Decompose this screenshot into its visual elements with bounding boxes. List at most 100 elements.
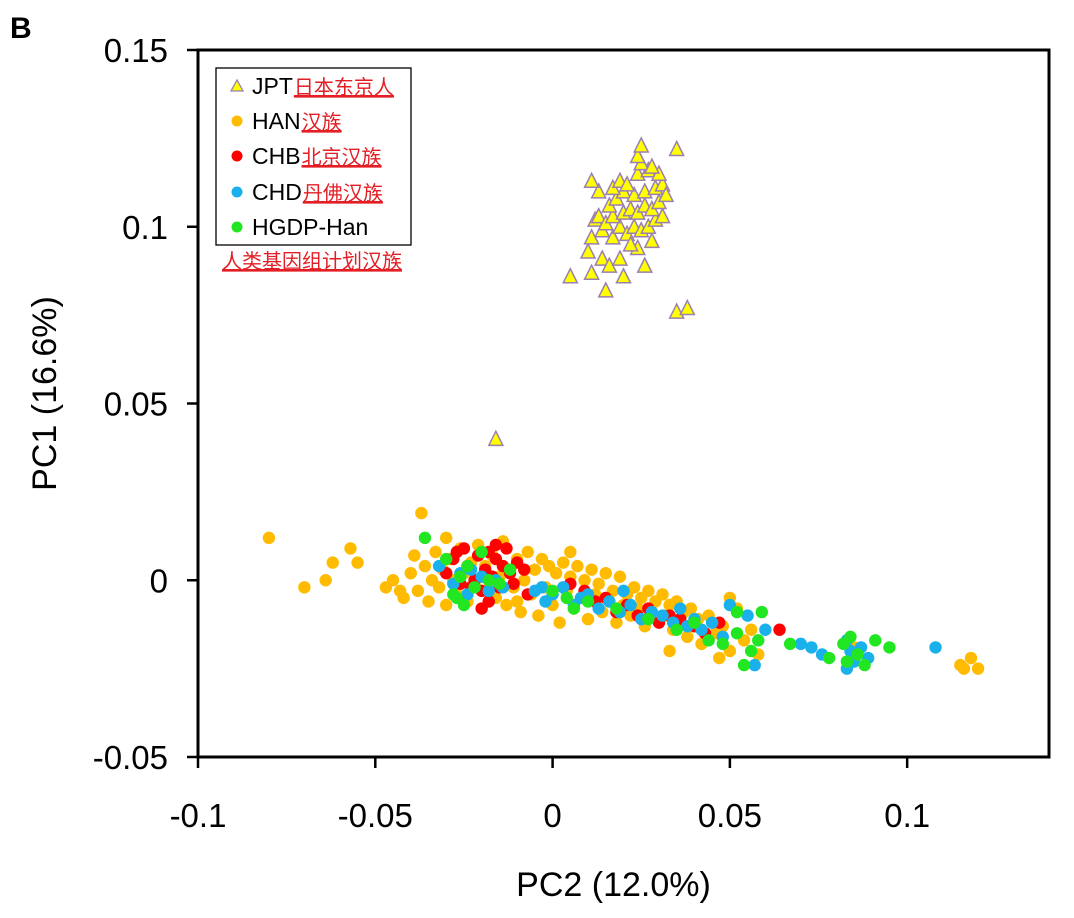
legend-item: JPT 日本东京人	[229, 73, 394, 99]
data-point-hgdp-han	[560, 591, 573, 605]
data-point-chd	[805, 641, 818, 654]
data-point-han	[578, 574, 591, 587]
data-point-hgdp-han	[482, 574, 495, 587]
data-point-hgdp-han	[783, 637, 797, 651]
legend-label: CHB	[252, 143, 301, 169]
data-point-han	[518, 574, 531, 587]
data-point-han	[393, 584, 407, 598]
data-point-han	[422, 595, 435, 608]
data-point-han	[971, 662, 985, 675]
x-tick-label: 0	[543, 797, 561, 834]
data-point-hgdp-han	[883, 641, 896, 654]
data-point-hgdp-han	[744, 644, 758, 658]
series-jpt	[487, 136, 696, 447]
data-point-han	[592, 577, 605, 590]
data-point-hgdp-han	[737, 658, 751, 672]
data-point-han	[429, 545, 442, 559]
data-point-hgdp-han	[610, 602, 623, 615]
legend-item: HAN 汉族	[231, 108, 342, 134]
data-point-hgdp-han	[503, 563, 517, 576]
data-point-chd	[748, 658, 761, 672]
circle-icon	[231, 221, 243, 233]
data-point-chb	[518, 563, 531, 576]
series-hgdp-han	[418, 531, 896, 672]
data-point-han	[557, 556, 570, 569]
data-point-hgdp-han	[851, 648, 864, 661]
data-point-hgdp-han	[493, 577, 506, 590]
data-point-chd	[592, 602, 605, 615]
data-point-jpt	[679, 298, 696, 316]
data-point-jpt	[618, 175, 636, 192]
data-point-han	[510, 595, 524, 608]
data-point-chd	[759, 623, 772, 636]
data-point-hgdp-han	[475, 545, 488, 559]
data-point-hgdp-han	[418, 531, 432, 545]
data-point-han	[532, 609, 545, 622]
data-point-jpt	[633, 136, 650, 153]
data-point-han	[418, 559, 432, 573]
y-tick-label: 0.1	[122, 209, 168, 246]
x-tick-label: -0.1	[170, 797, 227, 834]
data-point-jpt	[604, 228, 622, 245]
y-tick-label: 0	[150, 562, 168, 599]
data-point-han	[585, 563, 598, 576]
legend-item: CHB 北京汉族	[231, 143, 382, 169]
data-point-han	[386, 574, 400, 587]
data-point-han	[521, 545, 534, 559]
data-point-jpt	[487, 429, 505, 447]
data-point-hgdp-han	[844, 630, 857, 644]
panel-label: B	[10, 12, 32, 45]
data-point-hgdp-han	[546, 584, 559, 598]
data-point-han	[744, 623, 758, 636]
data-point-hgdp-han	[454, 570, 467, 583]
circle-icon	[231, 150, 243, 162]
data-point-han	[408, 549, 421, 562]
data-point-chd	[705, 616, 719, 629]
legend-annotation: 丹佛汉族	[303, 181, 383, 205]
legend-annotation: 人类基因组计划汉族	[222, 249, 402, 273]
data-point-jpt	[594, 249, 611, 266]
points-layer	[262, 136, 985, 675]
y-tick-label: 0.05	[104, 386, 168, 423]
data-point-han	[957, 662, 971, 675]
y-tick-label: -0.05	[93, 739, 168, 776]
data-point-hgdp-han	[755, 605, 768, 619]
data-point-jpt	[657, 185, 675, 203]
data-point-hgdp-han	[457, 598, 471, 612]
data-point-hgdp-han	[730, 605, 744, 619]
legend-item: CHD 丹佛汉族	[231, 179, 383, 205]
x-tick-label: -0.05	[338, 797, 413, 834]
data-point-hgdp-han	[752, 634, 765, 647]
legend-label: CHD	[252, 179, 302, 205]
data-point-chd	[794, 637, 807, 651]
data-point-han	[262, 531, 276, 545]
data-point-han	[326, 556, 339, 569]
data-point-hgdp-han	[440, 552, 453, 566]
data-point-hgdp-han	[567, 602, 581, 615]
data-point-han	[610, 616, 623, 629]
data-point-jpt	[643, 157, 661, 174]
data-point-jpt	[611, 217, 629, 234]
data-point-jpt	[583, 263, 600, 280]
data-point-chd	[929, 641, 942, 654]
data-point-han	[713, 651, 726, 665]
data-point-hgdp-han	[702, 634, 715, 647]
data-point-hgdp-han	[858, 658, 871, 672]
data-point-hgdp-han	[869, 634, 882, 647]
data-point-hgdp-han	[822, 651, 836, 665]
data-point-chb	[482, 595, 495, 608]
data-point-han	[514, 605, 527, 619]
legend-annotation: 北京汉族	[302, 145, 382, 169]
data-point-jpt	[579, 242, 597, 259]
data-point-han	[351, 556, 364, 569]
data-point-jpt	[629, 146, 646, 164]
data-point-han	[564, 545, 577, 559]
data-point-han	[298, 581, 311, 594]
circle-icon	[231, 186, 243, 198]
data-point-jpt	[615, 267, 632, 284]
data-point-jpt	[622, 235, 639, 252]
data-point-chb	[500, 542, 513, 555]
data-point-han	[319, 574, 332, 587]
